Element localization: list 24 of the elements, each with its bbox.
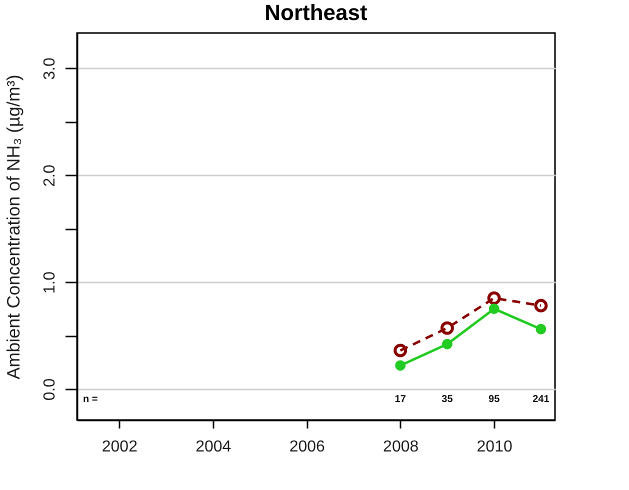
point xyxy=(487,291,501,305)
point xyxy=(488,304,500,314)
y-tick-label: 3.0 xyxy=(42,58,58,80)
point xyxy=(534,298,548,312)
x-tick-label: 2008 xyxy=(383,438,419,456)
x-tick-label: 2006 xyxy=(289,438,326,456)
y-tick-label: 0.0 xyxy=(42,378,58,401)
x-tick-label: 2004 xyxy=(196,438,232,456)
point xyxy=(440,321,454,335)
chart-title: Northeast xyxy=(264,0,368,25)
annotation: 241 xyxy=(532,394,550,405)
point xyxy=(442,338,452,350)
point xyxy=(394,344,408,358)
point xyxy=(536,324,546,334)
y-tick-label: 1.0 xyxy=(42,271,58,294)
annotation: 35 xyxy=(442,394,454,405)
point xyxy=(395,360,406,371)
x-tick-label: 2010 xyxy=(476,438,512,456)
y-tick-label: 2.0 xyxy=(42,164,58,187)
annotation: n = xyxy=(83,394,98,405)
x-tick-label: 2002 xyxy=(102,438,138,456)
annotation: 95 xyxy=(488,394,500,405)
y-axis-title: Ambient Concentration of NH₃ (µg/m³) xyxy=(4,74,24,380)
annotation: 17 xyxy=(394,394,406,405)
